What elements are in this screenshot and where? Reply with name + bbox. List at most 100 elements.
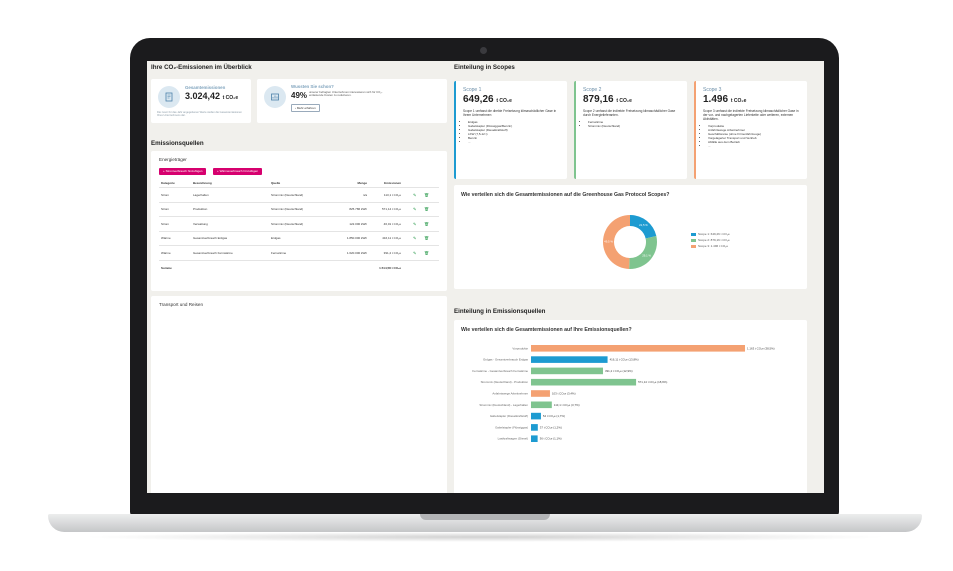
bar-value-label: 1.163 t CO₂e (38,5%) — [747, 346, 775, 350]
scope-2-list: Fernwärme Strommix (Deutschland) — [583, 120, 681, 128]
pie-question: Wie verteilen sich die Gesamtemissionen … — [461, 192, 670, 198]
scope-2-value: 879,16 t CO₂e — [583, 94, 632, 105]
cell-bezeichnung: Produktion — [193, 207, 208, 212]
energy-sources-card: Energieträger + Stromverbrauch hinzufüge… — [151, 151, 447, 291]
list-item: Geschäftsreise (ohne Firmenfahrzeuge) — [708, 132, 801, 136]
cell-kategorie: Wärme — [161, 250, 171, 255]
laptop-base — [48, 514, 922, 532]
sources-chart-title: Einteilung in Emissionsquellen — [454, 308, 546, 315]
bar-2[interactable] — [531, 356, 608, 363]
pie-slice-2[interactable] — [629, 236, 657, 269]
trash-icon[interactable]: 🗑 — [424, 192, 430, 198]
cell-bezeichnung: Lagerhallen — [193, 192, 209, 197]
bar-value-label: 36 t CO₂e (1,1%) — [540, 437, 562, 441]
laptop-notch — [420, 514, 550, 520]
edit-icon[interactable]: ✎ — [413, 221, 417, 227]
transport-card: Transport und Reisen — [151, 296, 447, 493]
sources-title: Emissionsquellen — [151, 140, 204, 147]
add-heat-button[interactable]: + Wärmeverbrauch hinzufügen — [213, 168, 263, 175]
edit-icon[interactable]: ✎ — [413, 192, 417, 198]
bar-7[interactable] — [531, 412, 541, 420]
bar-category-label: Strommix (Deutschland) - Lagerhallen — [479, 403, 528, 407]
scope-2-card: Scope 2 879,16 t CO₂e Scope 2 umfasst di… — [574, 81, 687, 179]
scope-3-card: Scope 3 1.496 t CO₂e Scope 3 umfasst die… — [694, 81, 807, 179]
bar-6[interactable] — [531, 401, 552, 409]
laptop-shadow — [80, 532, 890, 542]
pie-slice-label: 29,1 % — [642, 254, 651, 258]
bar-value-label: 37 t CO₂e (1,2%) — [540, 425, 562, 429]
transport-title: Transport und Reisen — [159, 302, 204, 307]
bar-value-label: 113,1 t CO₂e (3,7%) — [554, 403, 580, 407]
fact-card: Wussten Sie schon? 49% unserer befragten… — [257, 79, 447, 123]
bar-category-label: Vorprodukte — [512, 346, 528, 350]
cell-menge: 1.850.000 kWh — [346, 236, 367, 241]
bar-category-label: Gabelstapler (Dieselkraftstoff) — [490, 414, 528, 418]
scope-1-list: Erdgas Gabelstapler (Flüssiggas/Benzin) … — [463, 120, 561, 144]
trash-icon[interactable]: 🗑 — [424, 250, 430, 256]
table-row: Strom Verwaltung Strommix (Deutschland) … — [159, 217, 439, 232]
cell-quelle: Strommix (Deutschland) — [271, 207, 304, 212]
bar-value-label: 103 t CO₂e (3,4%) — [552, 392, 576, 396]
list-item: Anfahrtswege Arbeitnehmer — [708, 128, 801, 132]
bar-value-label: 391,2 t CO₂e (12,9%) — [605, 369, 633, 373]
camera-icon — [480, 47, 487, 54]
fact-text: unserer befragten Unternehmen interessie… — [309, 90, 383, 98]
list-item: ... — [468, 140, 561, 144]
col-kategorie: Kategorie — [161, 180, 175, 185]
scope-3-list: Vorprodukte Anfahrtswege Arbeitnehmer Ge… — [703, 124, 801, 148]
cell-quelle: Strommix (Deutschland) — [271, 221, 304, 226]
cell-menge: 1.620.000 kWh — [346, 250, 367, 255]
bar-9[interactable] — [531, 435, 538, 442]
trash-icon[interactable]: 🗑 — [424, 206, 430, 212]
list-item: Vorprodukte — [708, 124, 801, 128]
list-item: Gabelstapler (Dieselkraftstoff) — [468, 128, 561, 132]
cell-kategorie: Strom — [161, 221, 170, 226]
edit-icon[interactable]: ✎ — [413, 250, 417, 256]
edit-icon[interactable]: ✎ — [413, 235, 417, 241]
total-label: Gesamtemissionen — [185, 85, 226, 90]
col-emissionen: Emissionen — [384, 180, 401, 185]
table-row: Strom Lagerhallen Strommix (Deutschland)… — [159, 188, 439, 203]
col-quelle: Quelle — [271, 180, 281, 185]
cell-quelle: Erdgas — [271, 236, 281, 241]
table-row: Strom Produktion Strommix (Deutschland) … — [159, 203, 439, 217]
bar-1[interactable] — [531, 345, 745, 352]
bar-value-label: 416,11 t CO₂e (13,8%) — [610, 358, 639, 362]
cell-kategorie: Wärme — [161, 236, 171, 241]
more-info-button[interactable]: › Mehr erfahren — [291, 104, 320, 112]
bar-category-label: Erdgas - Gesamtverbrauch Erdgas — [483, 358, 528, 362]
scope-pie-card: Wie verteilen sich die Gesamtemissionen … — [454, 185, 807, 289]
pie-slice-1[interactable] — [630, 215, 657, 239]
col-menge: Menge — [357, 180, 367, 185]
cell-emissionen: 46,01 t CO₂e — [383, 221, 401, 226]
bar-3[interactable] — [531, 367, 603, 375]
bar-category-label: Lastkraftwagen (Diesel) — [498, 437, 528, 441]
cell-kategorie: Strom — [161, 192, 170, 197]
bar-5[interactable] — [531, 390, 550, 397]
list-item: LKW (7,5-12 t) — [468, 132, 561, 136]
bar-value-label: 571,14 t CO₂e (18,9%) — [638, 380, 667, 384]
add-electricity-button[interactable]: + Stromverbrauch hinzufügen — [159, 168, 207, 175]
scopes-title: Einteilung in Scopes — [454, 64, 515, 71]
bar-8[interactable] — [531, 424, 538, 431]
cell-emissionen: 391,2 t CO₂e — [383, 250, 401, 255]
energy-table: Kategorie Bezeichnung Quelle Menge Emiss… — [159, 178, 439, 275]
cell-quelle: Fernwärme — [271, 250, 287, 255]
cell-emissionen: 416,11 t CO₂e — [382, 236, 401, 241]
overview-title: Ihre CO₂-Emissionen im Überblick — [151, 64, 252, 71]
trash-icon[interactable]: 🗑 — [424, 235, 430, 241]
bar-4[interactable] — [531, 378, 637, 386]
pie-slice-3[interactable] — [603, 215, 630, 269]
list-item: Erdgas — [468, 120, 561, 124]
scope-3-desc: Scope 3 umfasst die indirekte Freisetzun… — [703, 109, 799, 121]
edit-icon[interactable]: ✎ — [413, 206, 417, 212]
document-icon — [158, 86, 180, 108]
right-column: Einteilung in Scopes Scope 1 649,26 t CO… — [454, 64, 812, 493]
bar-category-label: Anfahrtswege Arbeitnehmer — [492, 392, 528, 396]
total-note: Die zuvor für das Jahr angegebenen Werte… — [157, 111, 242, 118]
col-bezeichnung: Bezeichnung — [193, 180, 212, 185]
trash-icon[interactable]: 🗑 — [424, 221, 430, 227]
list-item: Gabelstapler (Flüssiggas/Benzin) — [468, 124, 561, 128]
cell-quelle: Strommix (Deutschland) — [271, 192, 304, 197]
